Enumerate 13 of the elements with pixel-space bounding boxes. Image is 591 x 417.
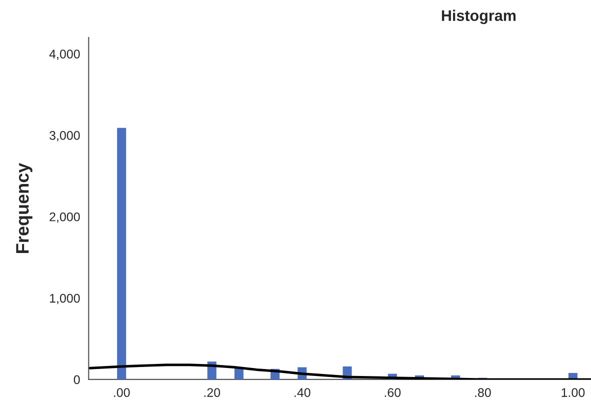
chart-title: Histogram <box>442 10 516 24</box>
x-tick-label: .40 <box>294 388 310 397</box>
x-tick-label: .20 <box>204 388 220 397</box>
y-tick-label: 1,000 <box>50 294 80 304</box>
x-tick-label: .60 <box>384 388 401 397</box>
y-axis-title: Frequency <box>16 162 32 253</box>
y-tick-label: 3,000 <box>50 131 80 142</box>
y-tick-label: 4,000 <box>49 50 80 60</box>
x-tick-label: 1.00 <box>562 388 585 397</box>
y-tick-label: 2,000 <box>50 212 80 223</box>
y-tick-label: 0 <box>74 375 80 384</box>
x-tick-label: .00 <box>114 388 130 397</box>
x-tick-label: .80 <box>475 388 491 397</box>
